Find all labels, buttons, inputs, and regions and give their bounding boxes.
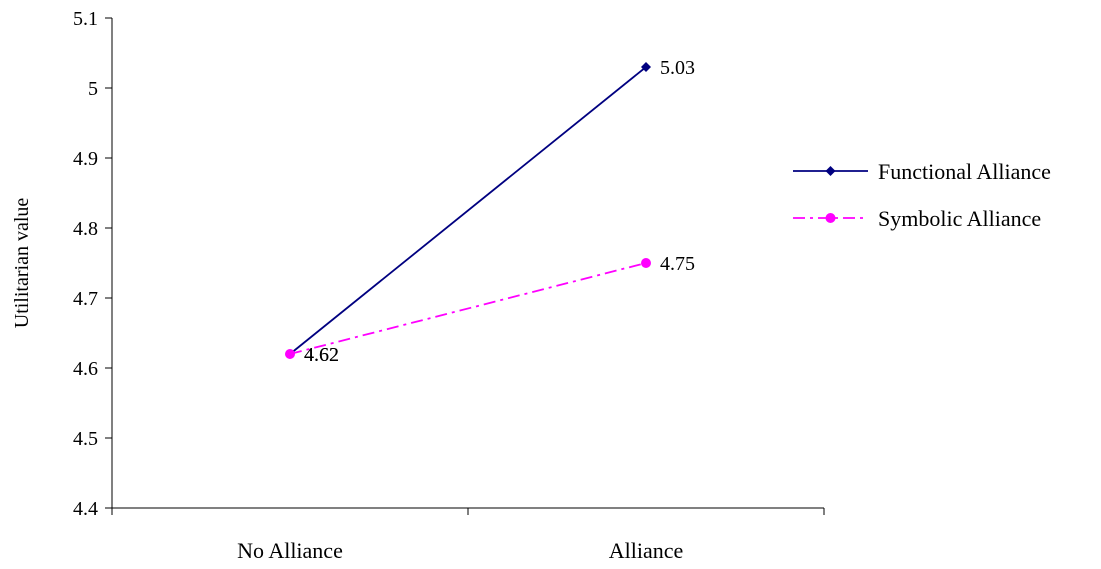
x-axis-ticks: No Alliance Alliance xyxy=(111,508,825,563)
data-point-marker xyxy=(285,349,295,359)
data-point-marker xyxy=(641,258,651,268)
data-label: 4.75 xyxy=(660,253,695,275)
data-label: 5.03 xyxy=(660,57,695,79)
data-label: 4.62 xyxy=(304,344,339,366)
data-labels-layer: 4.625.034.624.75 xyxy=(304,57,695,366)
series-line-0 xyxy=(289,66,647,355)
y-axis-label: Utilitarian value xyxy=(11,198,33,329)
y-tick-label: 5 xyxy=(88,78,98,100)
x-tick-label: No Alliance xyxy=(237,538,343,563)
y-tick-label: 4.8 xyxy=(73,218,98,240)
legend: Functional Alliance Symbolic Alliance xyxy=(793,159,1051,231)
y-tick-label: 4.4 xyxy=(73,498,98,520)
legend-marker xyxy=(825,213,836,223)
y-tick-label: 4.5 xyxy=(73,428,98,450)
x-tick-label: Alliance xyxy=(609,538,684,563)
y-axis-ticks: 4.4 4.5 4.6 4.7 4.8 4.9 5 5.1 xyxy=(73,8,112,520)
legend-marker xyxy=(825,166,836,176)
legend-label: Symbolic Alliance xyxy=(878,206,1041,231)
y-tick-label: 4.6 xyxy=(73,358,98,380)
data-label: 4.62 xyxy=(304,344,339,366)
y-tick-label: 4.9 xyxy=(73,148,98,170)
series-layer xyxy=(285,62,651,359)
data-point-marker xyxy=(641,62,651,72)
y-tick-label: 5.1 xyxy=(73,8,98,30)
y-tick-label: 4.7 xyxy=(73,288,98,310)
legend-label: Functional Alliance xyxy=(878,159,1051,184)
series-line-1 xyxy=(289,262,647,355)
